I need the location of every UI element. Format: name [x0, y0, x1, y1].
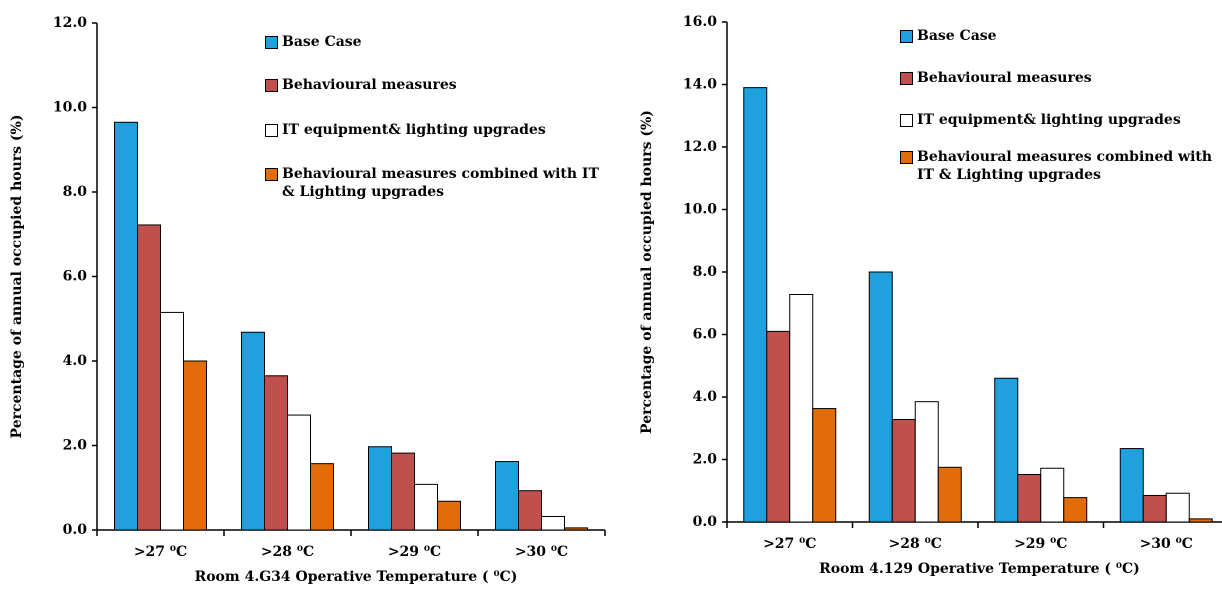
y-tick-label: 2.0 — [693, 452, 718, 468]
legend-swatch — [900, 72, 913, 85]
bar — [137, 224, 161, 531]
y-tick-label: 2.0 — [63, 438, 88, 454]
bar — [994, 377, 1019, 523]
bar — [518, 490, 542, 531]
bar — [1188, 518, 1213, 523]
legend-label: Behavioural measures combined with IT & … — [917, 149, 1213, 183]
bar — [541, 515, 565, 531]
bar — [114, 121, 138, 531]
y-tick-label: 14.0 — [683, 77, 717, 93]
bar — [287, 414, 311, 531]
y-tick-label: 4.0 — [63, 353, 88, 369]
bar — [891, 419, 916, 523]
bar — [437, 500, 461, 531]
bar — [1165, 492, 1190, 523]
legend-swatch — [900, 151, 913, 164]
bar — [1119, 448, 1144, 523]
bar — [564, 527, 588, 531]
bar — [914, 401, 939, 523]
bar — [391, 452, 415, 531]
x-tick-label: >27 ⁰C — [134, 544, 187, 560]
y-tick-label: 0.0 — [693, 514, 718, 530]
bar — [241, 331, 265, 531]
y-tick-label: 10.0 — [53, 100, 87, 116]
y-tick-label: 10.0 — [683, 202, 717, 218]
x-tick-label: >29 ⁰C — [1014, 536, 1067, 552]
legend-label: Base Case — [282, 34, 362, 50]
y-tick-label: 6.0 — [63, 269, 88, 285]
bar — [183, 360, 207, 531]
bar — [264, 375, 288, 531]
legend-label: Behavioural measures — [917, 70, 1092, 86]
y-tick-label: 8.0 — [693, 264, 718, 280]
bar — [1017, 474, 1042, 523]
x-tick-label: >28 ⁰C — [261, 544, 314, 560]
bar — [868, 271, 893, 523]
y-axis-label: Percentage of annual occupied hours (%) — [9, 115, 25, 439]
y-tick-label: 8.0 — [63, 184, 88, 200]
bar — [789, 294, 814, 523]
y-axis-label: Percentage of annual occupied hours (%) — [639, 110, 655, 434]
bar — [766, 330, 791, 523]
y-tick-label: 16.0 — [683, 14, 717, 30]
legend-swatch — [900, 114, 913, 127]
bar — [368, 446, 392, 531]
legend-label: Behavioural measures combined with IT & … — [282, 166, 599, 200]
y-tick-label: 12.0 — [683, 139, 717, 155]
bar — [812, 408, 837, 523]
x-tick-label: >27 ⁰C — [763, 536, 816, 552]
y-tick-label: 12.0 — [53, 15, 87, 31]
legend-label: IT equipment& lighting upgrades — [282, 122, 546, 138]
y-tick-label: 6.0 — [693, 327, 718, 343]
legend-swatch — [900, 30, 913, 43]
legend-swatch — [265, 124, 278, 137]
x-tick-label: >28 ⁰C — [889, 536, 942, 552]
y-tick-label: 4.0 — [693, 389, 718, 405]
x-tick-label: >30 ⁰C — [1140, 536, 1193, 552]
legend-label: IT equipment& lighting upgrades — [917, 112, 1181, 128]
bar — [414, 483, 438, 531]
y-tick-label: 0.0 — [63, 522, 88, 538]
bar — [743, 87, 768, 523]
bar — [310, 463, 334, 531]
x-tick-label: >29 ⁰C — [388, 544, 441, 560]
bar — [1142, 494, 1167, 523]
legend-label: Behavioural measures — [282, 77, 457, 93]
bar — [160, 311, 184, 531]
legend-swatch — [265, 36, 278, 49]
legend-swatch — [265, 168, 278, 181]
bar — [1040, 467, 1065, 523]
x-tick-label: >30 ⁰C — [515, 544, 568, 560]
x-axis-label: Room 4.129 Operative Temperature ( ⁰C) — [819, 561, 1140, 577]
bar — [495, 461, 519, 531]
legend-label: Base Case — [917, 28, 997, 44]
bar — [937, 466, 962, 523]
x-axis-label: Room 4.G34 Operative Temperature ( ⁰C) — [195, 569, 518, 585]
bar — [1063, 497, 1088, 523]
legend-swatch — [265, 79, 278, 92]
